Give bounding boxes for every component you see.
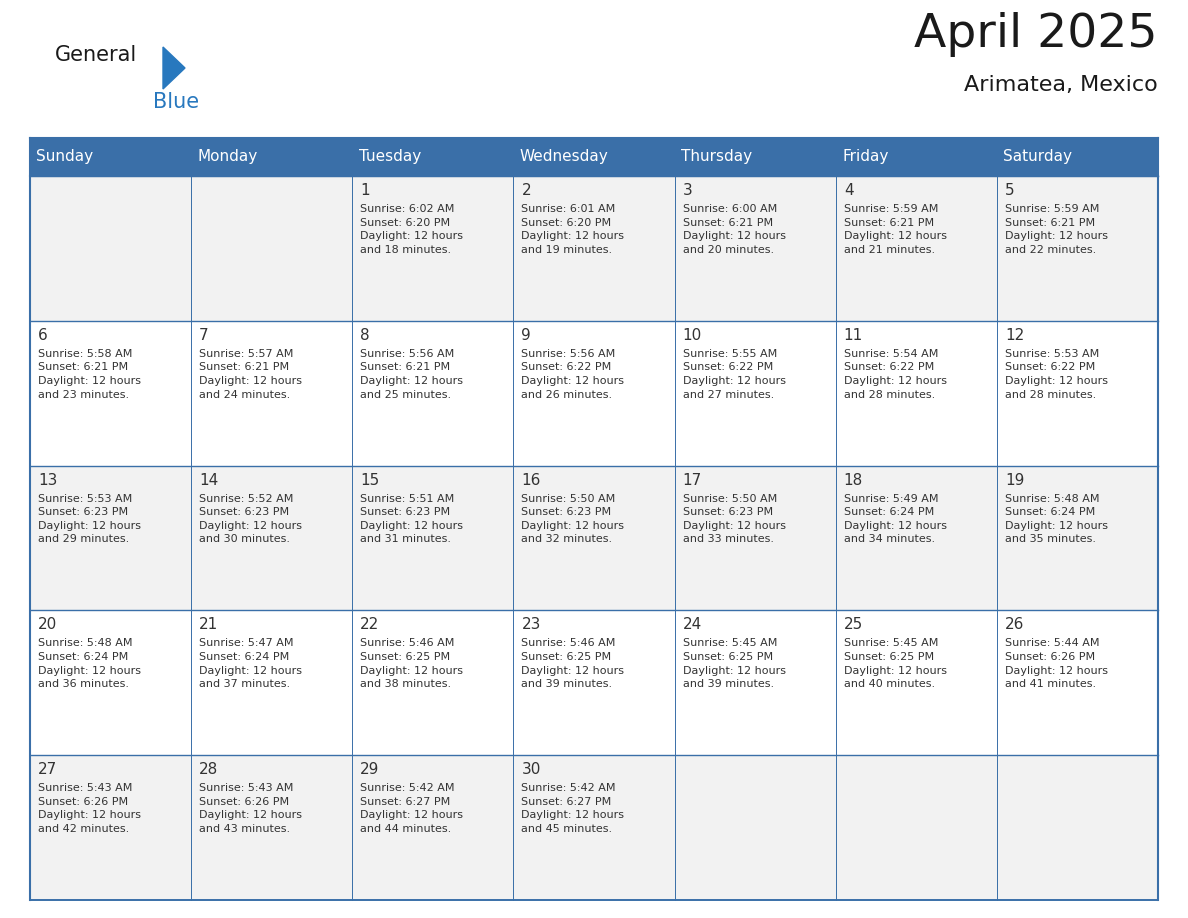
Text: 18: 18 [843, 473, 862, 487]
Text: 5: 5 [1005, 183, 1015, 198]
Text: 2: 2 [522, 183, 531, 198]
Polygon shape [163, 47, 185, 89]
Text: Sunrise: 6:01 AM
Sunset: 6:20 PM
Daylight: 12 hours
and 19 minutes.: Sunrise: 6:01 AM Sunset: 6:20 PM Dayligh… [522, 204, 625, 255]
Text: 22: 22 [360, 618, 380, 633]
Text: 19: 19 [1005, 473, 1024, 487]
Text: Monday: Monday [197, 150, 258, 164]
Bar [30, 176, 1158, 320]
Text: 3: 3 [683, 183, 693, 198]
Text: Sunrise: 5:51 AM
Sunset: 6:23 PM
Daylight: 12 hours
and 31 minutes.: Sunrise: 5:51 AM Sunset: 6:23 PM Dayligh… [360, 494, 463, 544]
Text: Sunrise: 5:50 AM
Sunset: 6:23 PM
Daylight: 12 hours
and 33 minutes.: Sunrise: 5:50 AM Sunset: 6:23 PM Dayligh… [683, 494, 785, 544]
Text: Sunrise: 6:00 AM
Sunset: 6:21 PM
Daylight: 12 hours
and 20 minutes.: Sunrise: 6:00 AM Sunset: 6:21 PM Dayligh… [683, 204, 785, 255]
Bar [30, 320, 1158, 465]
Text: 12: 12 [1005, 328, 1024, 342]
Text: 6: 6 [38, 328, 48, 342]
Text: 23: 23 [522, 618, 541, 633]
Text: Sunrise: 5:52 AM
Sunset: 6:23 PM
Daylight: 12 hours
and 30 minutes.: Sunrise: 5:52 AM Sunset: 6:23 PM Dayligh… [200, 494, 302, 544]
Text: Saturday: Saturday [1004, 150, 1073, 164]
Text: Blue: Blue [153, 92, 200, 112]
Text: 25: 25 [843, 618, 862, 633]
Text: 26: 26 [1005, 618, 1024, 633]
Text: April 2025: April 2025 [915, 12, 1158, 57]
Text: 20: 20 [38, 618, 57, 633]
Text: Sunrise: 5:55 AM
Sunset: 6:22 PM
Daylight: 12 hours
and 27 minutes.: Sunrise: 5:55 AM Sunset: 6:22 PM Dayligh… [683, 349, 785, 399]
Text: 8: 8 [360, 328, 369, 342]
Text: Thursday: Thursday [681, 150, 752, 164]
Text: Sunrise: 5:59 AM
Sunset: 6:21 PM
Daylight: 12 hours
and 21 minutes.: Sunrise: 5:59 AM Sunset: 6:21 PM Dayligh… [843, 204, 947, 255]
Text: Sunrise: 5:46 AM
Sunset: 6:25 PM
Daylight: 12 hours
and 38 minutes.: Sunrise: 5:46 AM Sunset: 6:25 PM Dayligh… [360, 638, 463, 689]
Text: Tuesday: Tuesday [359, 150, 421, 164]
Text: Sunrise: 5:48 AM
Sunset: 6:24 PM
Daylight: 12 hours
and 35 minutes.: Sunrise: 5:48 AM Sunset: 6:24 PM Dayligh… [1005, 494, 1108, 544]
Text: Sunrise: 5:48 AM
Sunset: 6:24 PM
Daylight: 12 hours
and 36 minutes.: Sunrise: 5:48 AM Sunset: 6:24 PM Dayligh… [38, 638, 141, 689]
Text: Wednesday: Wednesday [520, 150, 608, 164]
Text: 28: 28 [200, 762, 219, 778]
Text: Sunrise: 5:44 AM
Sunset: 6:26 PM
Daylight: 12 hours
and 41 minutes.: Sunrise: 5:44 AM Sunset: 6:26 PM Dayligh… [1005, 638, 1108, 689]
Text: General: General [55, 45, 138, 65]
Text: Friday: Friday [842, 150, 889, 164]
Text: 17: 17 [683, 473, 702, 487]
Text: Sunrise: 5:42 AM
Sunset: 6:27 PM
Daylight: 12 hours
and 44 minutes.: Sunrise: 5:42 AM Sunset: 6:27 PM Dayligh… [360, 783, 463, 834]
Text: Arimatea, Mexico: Arimatea, Mexico [965, 75, 1158, 95]
Text: Sunrise: 5:59 AM
Sunset: 6:21 PM
Daylight: 12 hours
and 22 minutes.: Sunrise: 5:59 AM Sunset: 6:21 PM Dayligh… [1005, 204, 1108, 255]
Text: 29: 29 [360, 762, 380, 778]
Text: Sunrise: 5:54 AM
Sunset: 6:22 PM
Daylight: 12 hours
and 28 minutes.: Sunrise: 5:54 AM Sunset: 6:22 PM Dayligh… [843, 349, 947, 399]
Text: Sunday: Sunday [37, 150, 94, 164]
Text: Sunrise: 5:43 AM
Sunset: 6:26 PM
Daylight: 12 hours
and 42 minutes.: Sunrise: 5:43 AM Sunset: 6:26 PM Dayligh… [38, 783, 141, 834]
Text: Sunrise: 5:43 AM
Sunset: 6:26 PM
Daylight: 12 hours
and 43 minutes.: Sunrise: 5:43 AM Sunset: 6:26 PM Dayligh… [200, 783, 302, 834]
Text: 14: 14 [200, 473, 219, 487]
Text: 21: 21 [200, 618, 219, 633]
Text: 27: 27 [38, 762, 57, 778]
Text: 15: 15 [360, 473, 380, 487]
Text: 10: 10 [683, 328, 702, 342]
Text: Sunrise: 5:45 AM
Sunset: 6:25 PM
Daylight: 12 hours
and 40 minutes.: Sunrise: 5:45 AM Sunset: 6:25 PM Dayligh… [843, 638, 947, 689]
Text: Sunrise: 6:02 AM
Sunset: 6:20 PM
Daylight: 12 hours
and 18 minutes.: Sunrise: 6:02 AM Sunset: 6:20 PM Dayligh… [360, 204, 463, 255]
Text: Sunrise: 5:46 AM
Sunset: 6:25 PM
Daylight: 12 hours
and 39 minutes.: Sunrise: 5:46 AM Sunset: 6:25 PM Dayligh… [522, 638, 625, 689]
Text: Sunrise: 5:49 AM
Sunset: 6:24 PM
Daylight: 12 hours
and 34 minutes.: Sunrise: 5:49 AM Sunset: 6:24 PM Dayligh… [843, 494, 947, 544]
Text: Sunrise: 5:42 AM
Sunset: 6:27 PM
Daylight: 12 hours
and 45 minutes.: Sunrise: 5:42 AM Sunset: 6:27 PM Dayligh… [522, 783, 625, 834]
Text: Sunrise: 5:47 AM
Sunset: 6:24 PM
Daylight: 12 hours
and 37 minutes.: Sunrise: 5:47 AM Sunset: 6:24 PM Dayligh… [200, 638, 302, 689]
Text: Sunrise: 5:56 AM
Sunset: 6:22 PM
Daylight: 12 hours
and 26 minutes.: Sunrise: 5:56 AM Sunset: 6:22 PM Dayligh… [522, 349, 625, 399]
Text: Sunrise: 5:45 AM
Sunset: 6:25 PM
Daylight: 12 hours
and 39 minutes.: Sunrise: 5:45 AM Sunset: 6:25 PM Dayligh… [683, 638, 785, 689]
Text: 30: 30 [522, 762, 541, 778]
Text: 16: 16 [522, 473, 541, 487]
Bar [30, 756, 1158, 900]
Text: Sunrise: 5:50 AM
Sunset: 6:23 PM
Daylight: 12 hours
and 32 minutes.: Sunrise: 5:50 AM Sunset: 6:23 PM Dayligh… [522, 494, 625, 544]
Text: 7: 7 [200, 328, 209, 342]
Text: Sunrise: 5:57 AM
Sunset: 6:21 PM
Daylight: 12 hours
and 24 minutes.: Sunrise: 5:57 AM Sunset: 6:21 PM Dayligh… [200, 349, 302, 399]
Text: 24: 24 [683, 618, 702, 633]
Bar [30, 465, 1158, 610]
Bar [30, 610, 1158, 756]
Text: Sunrise: 5:53 AM
Sunset: 6:22 PM
Daylight: 12 hours
and 28 minutes.: Sunrise: 5:53 AM Sunset: 6:22 PM Dayligh… [1005, 349, 1108, 399]
Bar [30, 138, 1158, 176]
Text: Sunrise: 5:58 AM
Sunset: 6:21 PM
Daylight: 12 hours
and 23 minutes.: Sunrise: 5:58 AM Sunset: 6:21 PM Dayligh… [38, 349, 141, 399]
Text: Sunrise: 5:56 AM
Sunset: 6:21 PM
Daylight: 12 hours
and 25 minutes.: Sunrise: 5:56 AM Sunset: 6:21 PM Dayligh… [360, 349, 463, 399]
Text: 13: 13 [38, 473, 57, 487]
Text: 11: 11 [843, 328, 862, 342]
Text: 4: 4 [843, 183, 853, 198]
Text: Sunrise: 5:53 AM
Sunset: 6:23 PM
Daylight: 12 hours
and 29 minutes.: Sunrise: 5:53 AM Sunset: 6:23 PM Dayligh… [38, 494, 141, 544]
Text: 9: 9 [522, 328, 531, 342]
Text: 1: 1 [360, 183, 369, 198]
